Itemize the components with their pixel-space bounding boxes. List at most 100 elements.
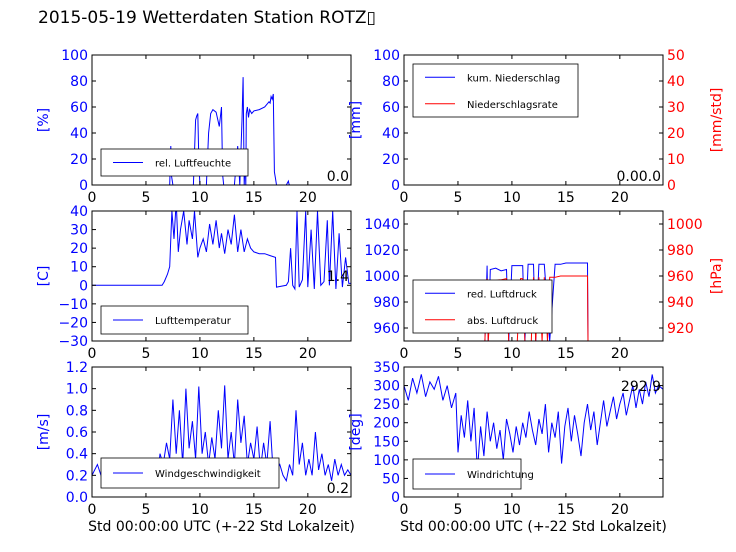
axes-frame-winddirection <box>403 366 664 498</box>
y-tick-label: 100 <box>61 48 88 64</box>
y-tick-label: 60 <box>70 100 88 116</box>
y-right-tick-label: 1000 <box>667 217 703 233</box>
y-axis-label-right: [hPa] <box>709 258 725 294</box>
x-tick-label: 5 <box>141 502 150 518</box>
y-tick-label: 0.4 <box>66 447 88 463</box>
y-tick-label: 0.2 <box>66 468 88 484</box>
current-value-label: 0.0 <box>327 169 349 185</box>
subplot-windspeed: 0 5 10 15 20 0.0 0.2 0.4 0.6 0.8 1.0 1.2 [m/s] Windge… <box>36 360 355 535</box>
legend-winddirection: Windrichtung <box>412 458 534 490</box>
y-tick-label: 250 <box>373 397 400 413</box>
x-tick-label: 20 <box>299 502 317 518</box>
y-axis-label: [%] <box>36 108 52 132</box>
legend-box <box>412 279 553 334</box>
x-tick-label: 15 <box>557 346 575 362</box>
x-tick-label: 10 <box>191 502 209 518</box>
x-tick-label: 5 <box>141 190 150 206</box>
legend-box <box>412 63 579 118</box>
x-tick-label: 5 <box>141 346 150 362</box>
x-axis-label: Std 00:00:00 UTC (+-22 Std Lokalzeit) <box>88 519 355 535</box>
page-title: 2015-05-19 Wetterdaten Station ROTZ▯ <box>38 8 376 28</box>
y-right-tick-label: 50 <box>667 48 685 64</box>
y-tick-label: 10 <box>70 260 88 276</box>
y-right-tick-label: 940 <box>667 295 694 311</box>
y-tick-label: 40 <box>70 126 88 142</box>
y-right-tick-label: 0 <box>667 178 676 194</box>
y-tick-label: 0.6 <box>66 425 88 441</box>
series-line-winddirection-0 <box>404 374 663 472</box>
subplot-pressure: 0 5 10 15 20 960 980 1000 1020 1040 920 940 960 980 10… <box>364 210 725 362</box>
y-tick-label: 40 <box>70 204 88 220</box>
x-tick-label: 10 <box>191 346 209 362</box>
legend-label: red. Luftdruck <box>467 289 537 300</box>
axes-frame-precipitation <box>403 54 664 186</box>
y-axis-label-right: [mm/std] <box>709 88 725 153</box>
y-tick-label: 40 <box>382 126 400 142</box>
y-axis-label: [mm] <box>348 101 364 139</box>
y-right-tick-label: 10 <box>667 152 685 168</box>
x-tick-label: 10 <box>191 190 209 206</box>
x-tick-label: 20 <box>611 502 629 518</box>
legend-label: Windgeschwindigkeit <box>155 469 261 480</box>
current-value-label: 292.9 <box>621 379 661 395</box>
y-tick-label: 80 <box>382 74 400 90</box>
x-tick-label: 15 <box>557 502 575 518</box>
y-tick-label: 1000 <box>364 269 400 285</box>
axes-frame-humidity <box>91 54 352 186</box>
y-tick-label: 30 <box>70 223 88 239</box>
y-tick-label: 200 <box>373 416 400 432</box>
y-tick-label: 150 <box>373 434 400 450</box>
axes-frame-temperature <box>91 210 352 342</box>
x-tick-label: 5 <box>453 502 462 518</box>
legend-windspeed: Windgeschwindigkeit <box>100 457 280 489</box>
x-tick-label: 20 <box>299 190 317 206</box>
y-tick-label: 300 <box>373 379 400 395</box>
subplot-precipitation: 0 5 10 15 20 0 20 40 60 80 100 0 10 20 30 40 50 [mm] [mm/s… <box>348 48 725 206</box>
y-tick-label: 1020 <box>364 243 400 259</box>
legend-label: Niederschlagsrate <box>467 100 558 111</box>
series-line-temperature-0 <box>92 211 351 291</box>
subplot-winddirection: 0 5 10 15 20050100150200250300350[deg]Windri… <box>348 360 667 535</box>
series-line-humidity-0 <box>92 77 351 185</box>
y-tick-label: 1040 <box>364 217 400 233</box>
y-tick-label: 0 <box>79 178 88 194</box>
y-tick-label: 1.2 <box>66 360 88 376</box>
legend-pressure: red. Luftdruck abs. Luftdruck <box>412 279 553 334</box>
y-right-tick-label: 960 <box>667 269 694 285</box>
y-axis-label: [C] <box>36 266 52 287</box>
current-value-label: 0.00.0 <box>616 169 661 185</box>
subplot-humidity: 0 5 10 15 20 0 20 40 60 80 100 [%] rel. Luftfeuchte 0… <box>36 48 352 206</box>
x-tick-label: 0 <box>400 346 409 362</box>
y-tick-label: 0 <box>391 178 400 194</box>
y-tick-label: 20 <box>70 241 88 257</box>
y-tick-label: 20 <box>382 152 400 168</box>
y-tick-label: 50 <box>382 471 400 487</box>
x-tick-label: 10 <box>503 346 521 362</box>
y-tick-label: 0.8 <box>66 403 88 419</box>
y-tick-label: −20 <box>58 315 88 331</box>
x-tick-label: 15 <box>245 346 263 362</box>
y-tick-label: 60 <box>382 100 400 116</box>
x-tick-label: 10 <box>503 502 521 518</box>
x-tick-label: 0 <box>88 346 97 362</box>
x-axis-label: Std 00:00:00 UTC (+-22 Std Lokalzeit) <box>400 519 667 535</box>
x-tick-label: 15 <box>245 190 263 206</box>
x-tick-label: 20 <box>611 346 629 362</box>
x-tick-label: 0 <box>400 190 409 206</box>
y-tick-label: 960 <box>373 321 400 337</box>
subplot-temperature: 0 5 10 15 20 −30 −20 −10 0 10 20 30 40 [C] Lufttempera… <box>36 204 352 362</box>
y-axis-label: [deg] <box>348 413 364 450</box>
legend-label: kum. Niederschlag <box>467 73 560 84</box>
legend-precipitation: kum. Niederschlag Niederschlagsrate <box>412 63 579 118</box>
y-right-tick-label: 40 <box>667 74 685 90</box>
legend-label: abs. Luftdruck <box>467 316 538 327</box>
y-right-tick-label: 980 <box>667 243 694 259</box>
series-line-pressure-0 <box>484 262 589 341</box>
x-tick-label: 0 <box>400 502 409 518</box>
x-tick-label: 10 <box>503 190 521 206</box>
x-tick-label: 15 <box>245 502 263 518</box>
x-tick-label: 0 <box>88 502 97 518</box>
x-tick-label: 5 <box>453 346 462 362</box>
current-value-label: 1.4 <box>327 269 349 285</box>
legend-label: Windrichtung <box>467 470 534 481</box>
